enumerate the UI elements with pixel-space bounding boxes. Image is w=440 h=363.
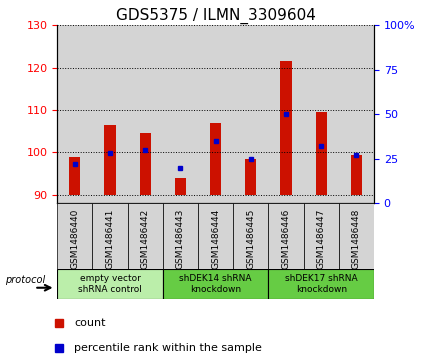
Bar [128, 25, 163, 203]
Bar [92, 203, 128, 269]
Text: GSM1486443: GSM1486443 [176, 208, 185, 269]
Bar [69, 157, 81, 195]
Text: shDEK14 shRNA
knockdown: shDEK14 shRNA knockdown [180, 274, 252, 294]
Bar [304, 203, 339, 269]
Bar [198, 203, 233, 269]
Bar [351, 155, 362, 195]
Bar [175, 178, 186, 195]
Bar [268, 269, 374, 299]
Bar [233, 203, 268, 269]
Bar [163, 269, 268, 299]
Bar [233, 25, 268, 203]
Bar [128, 203, 163, 269]
Text: GSM1486447: GSM1486447 [317, 208, 326, 269]
Text: GSM1486445: GSM1486445 [246, 208, 255, 269]
Bar [268, 203, 304, 269]
Bar [339, 25, 374, 203]
Bar [245, 159, 257, 195]
Bar [92, 25, 128, 203]
Text: empty vector
shRNA control: empty vector shRNA control [78, 274, 142, 294]
Text: GSM1486442: GSM1486442 [141, 208, 150, 269]
Text: GSM1486444: GSM1486444 [211, 208, 220, 269]
Text: count: count [74, 318, 106, 328]
Text: shDEK17 shRNA
knockdown: shDEK17 shRNA knockdown [285, 274, 358, 294]
Text: GSM1486448: GSM1486448 [352, 208, 361, 269]
Bar [104, 125, 116, 195]
Bar [280, 61, 292, 195]
Bar [304, 25, 339, 203]
Bar [268, 25, 304, 203]
Bar [57, 25, 92, 203]
Text: protocol: protocol [4, 276, 45, 285]
Bar [57, 203, 92, 269]
Title: GDS5375 / ILMN_3309604: GDS5375 / ILMN_3309604 [116, 8, 315, 24]
Bar [139, 133, 151, 195]
Bar [315, 112, 327, 195]
Bar [210, 123, 221, 195]
Text: GSM1486440: GSM1486440 [70, 208, 79, 269]
Bar [163, 25, 198, 203]
Text: GSM1486446: GSM1486446 [282, 208, 290, 269]
Bar [57, 269, 163, 299]
Bar [198, 25, 233, 203]
Text: percentile rank within the sample: percentile rank within the sample [74, 343, 262, 353]
Text: GSM1486441: GSM1486441 [106, 208, 114, 269]
Bar [163, 203, 198, 269]
Bar [339, 203, 374, 269]
